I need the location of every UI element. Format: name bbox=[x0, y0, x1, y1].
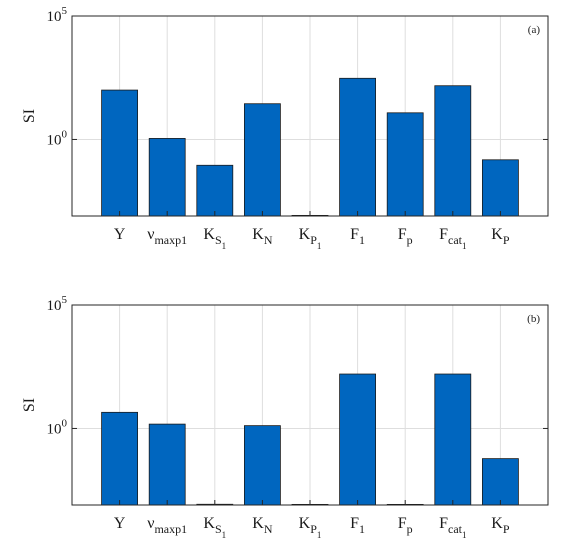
y-tick-label: 105 bbox=[47, 5, 68, 25]
bar-nu_maxp1 bbox=[148, 138, 186, 217]
y-axis-label: SI bbox=[21, 398, 38, 412]
chart-panel-b: 100 105 Y νmaxp1 KS1 KN KP1 F1 Fp Fcat1 KP SI (b) bbox=[21, 294, 549, 540]
bar-K_N bbox=[243, 103, 281, 217]
x-tick-label-F_p: Fp bbox=[398, 515, 413, 536]
x-tick-label-nu_maxp1: νmaxp1 bbox=[147, 226, 187, 247]
bar-K_N bbox=[243, 425, 281, 506]
x-tick-label-K_P1: KP1 bbox=[299, 226, 322, 251]
x-tick-label-K_P1: KP1 bbox=[299, 515, 322, 540]
y-tick-label: 105 bbox=[47, 294, 68, 314]
bar-F_p bbox=[386, 112, 424, 217]
x-tick-label-F_cat1: Fcat1 bbox=[439, 515, 466, 540]
bar-K_S1 bbox=[196, 164, 234, 217]
bar-F_1 bbox=[339, 77, 377, 217]
bar-K_P bbox=[481, 458, 519, 506]
x-tick-label-K_S1: KS1 bbox=[203, 226, 226, 251]
x-tick-label-F_1: F1 bbox=[350, 515, 365, 536]
x-tick-label-K_P: KP bbox=[491, 515, 510, 536]
bar-F_1 bbox=[339, 373, 377, 506]
x-tick-label-K_N: KN bbox=[252, 226, 273, 247]
panel-label: (b) bbox=[527, 313, 540, 325]
x-tick-label-Y: Y bbox=[114, 515, 126, 532]
x-tick-label-K_P: KP bbox=[491, 226, 510, 247]
x-tick-label-K_S1: KS1 bbox=[203, 515, 226, 540]
panel-label: (a) bbox=[528, 24, 541, 36]
y-axis-label: SI bbox=[21, 109, 38, 123]
x-tick-label-F_cat1: Fcat1 bbox=[439, 226, 466, 251]
bar-F_cat1 bbox=[434, 85, 472, 217]
bar-F_cat1 bbox=[434, 373, 472, 506]
y-tick-label: 100 bbox=[47, 128, 68, 148]
x-tick-label-F_p: Fp bbox=[398, 226, 413, 247]
chart-panel-a: 100 105 Y νmaxp1 KS1 KN KP1 F1 Fp Fcat1 KP SI (a) bbox=[21, 5, 549, 251]
x-tick-label-K_N: KN bbox=[252, 515, 273, 536]
x-tick-label-Y: Y bbox=[114, 226, 126, 243]
x-tick-label-F_1: F1 bbox=[350, 226, 365, 247]
y-tick-label: 100 bbox=[47, 417, 68, 437]
bar-Y bbox=[101, 411, 138, 506]
x-tick-label-nu_maxp1: νmaxp1 bbox=[147, 515, 187, 536]
bar-nu_maxp1 bbox=[148, 423, 186, 506]
bar-Y bbox=[101, 89, 138, 217]
bar-K_P bbox=[481, 159, 519, 217]
